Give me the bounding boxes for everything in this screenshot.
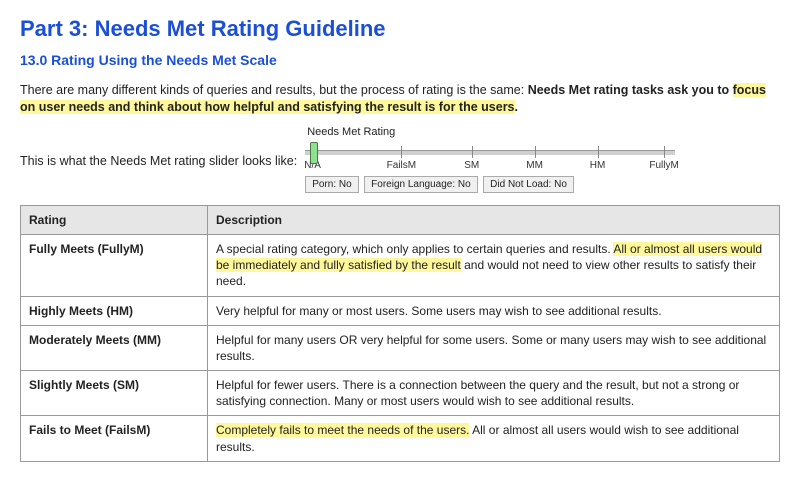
slider-rail (305, 150, 675, 156)
slider-flags: Porn: No Foreign Language: No Did Not Lo… (305, 176, 675, 193)
table-header-row: Rating Description (21, 205, 780, 234)
rating-name: Moderately Meets (MM) (21, 325, 208, 370)
slider-row: This is what the Needs Met rating slider… (20, 126, 780, 193)
rating-description: Completely fails to meet the needs of th… (208, 416, 780, 461)
col-header-description: Description (208, 205, 780, 234)
table-row: Slightly Meets (SM)Helpful for fewer use… (21, 371, 780, 416)
col-header-rating: Rating (21, 205, 208, 234)
rating-name: Slightly Meets (SM) (21, 371, 208, 416)
flag-did-not-load[interactable]: Did Not Load: No (483, 176, 574, 193)
slider-tick-label: FullyM (649, 160, 678, 171)
slider-lead-text: This is what the Needs Met rating slider… (20, 126, 297, 168)
slider-tick-label: FailsM (387, 160, 416, 171)
slider-widget: Needs Met Rating N/AFailsMSMMMHMFullyM P… (305, 126, 675, 193)
flag-foreign-language[interactable]: Foreign Language: No (364, 176, 478, 193)
rating-name: Highly Meets (HM) (21, 296, 208, 325)
intro-bold-pre: Needs Met rating tasks ask you to (528, 83, 733, 97)
intro-bold-post: . (515, 100, 518, 114)
slider-tick (401, 146, 402, 158)
rating-name: Fails to Meet (FailsM) (21, 416, 208, 461)
rating-name: Fully Meets (FullyM) (21, 234, 208, 296)
table-row: Fails to Meet (FailsM) Completely fails t… (21, 416, 780, 461)
slider-tick (664, 146, 665, 158)
slider-handle[interactable] (310, 142, 318, 164)
rating-description: Very helpful for many or most users. Som… (208, 296, 780, 325)
table-row: Highly Meets (HM)Very helpful for many o… (21, 296, 780, 325)
description-highlight: All or almost all users would be immedia… (216, 242, 762, 272)
part-title: Part 3: Needs Met Rating Guideline (20, 16, 780, 42)
slider-title: Needs Met Rating (307, 126, 675, 138)
intro-paragraph: There are many different kinds of querie… (20, 82, 780, 116)
ratings-tbody: Fully Meets (FullyM)A special rating cat… (21, 234, 780, 461)
rating-description: Helpful for fewer users. There is a conn… (208, 371, 780, 416)
description-highlight: Completely fails to meet the needs of th… (216, 423, 469, 437)
slider-tick (472, 146, 473, 158)
slider-tick (535, 146, 536, 158)
flag-porn[interactable]: Porn: No (305, 176, 358, 193)
slider-rail-wrap[interactable]: N/AFailsMSMMMHMFullyM (305, 140, 675, 172)
ratings-table: Rating Description Fully Meets (FullyM)A… (20, 205, 780, 462)
rating-description: A special rating category, which only ap… (208, 234, 780, 296)
table-row: Fully Meets (FullyM)A special rating cat… (21, 234, 780, 296)
rating-description: Helpful for many users OR very helpful f… (208, 325, 780, 370)
slider-tick (598, 146, 599, 158)
intro-pre: There are many different kinds of querie… (20, 83, 528, 97)
section-title: 13.0 Rating Using the Needs Met Scale (20, 52, 780, 68)
slider-tick-label: HM (590, 160, 606, 171)
table-row: Moderately Meets (MM)Helpful for many us… (21, 325, 780, 370)
slider-tick-label: MM (526, 160, 543, 171)
slider-tick-label: SM (464, 160, 479, 171)
